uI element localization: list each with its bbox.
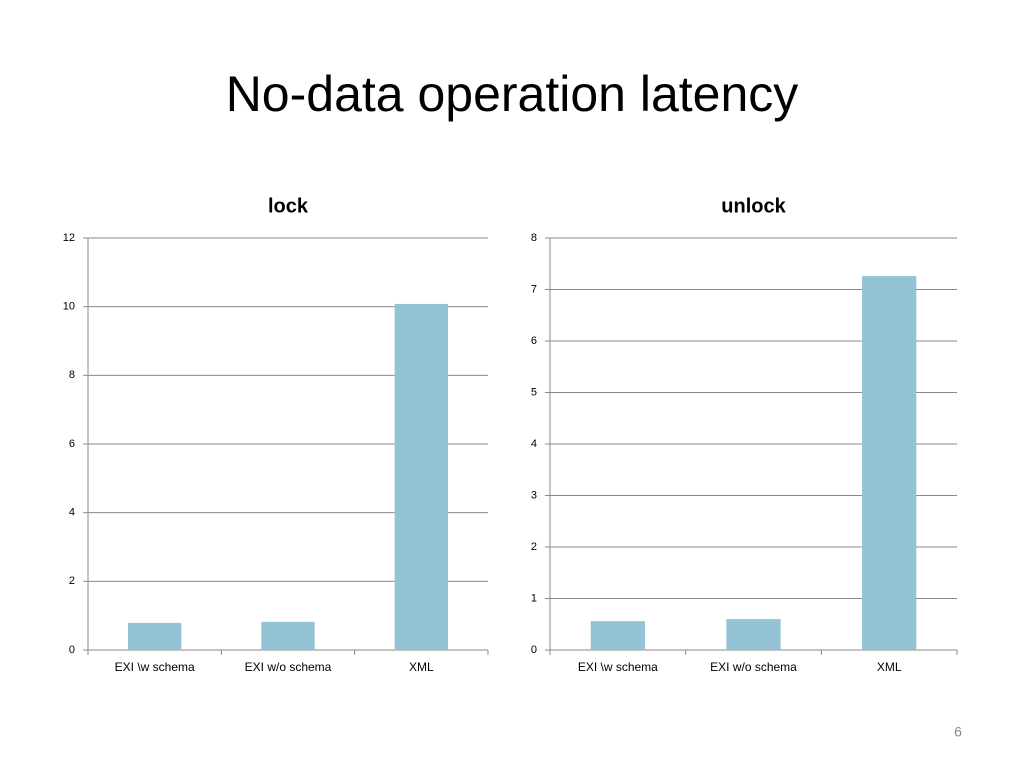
y-tick-label: 8 <box>531 232 537 244</box>
y-tick-label: 6 <box>69 438 75 450</box>
y-tick-label: 4 <box>531 438 537 450</box>
y-tick-label: 3 <box>531 489 537 501</box>
page-number: 6 <box>954 724 962 740</box>
x-tick-label: EXI \w schema <box>578 660 658 674</box>
bar <box>590 621 645 650</box>
slide-title: No-data operation latency <box>226 66 799 122</box>
chart-title: lock <box>268 195 309 217</box>
x-tick-label: EXI w/o schema <box>245 660 332 674</box>
x-tick-label: EXI w/o schema <box>710 660 797 674</box>
bar <box>726 619 781 650</box>
y-tick-label: 4 <box>69 507 75 519</box>
x-tick-label: EXI \w schema <box>115 660 195 674</box>
y-tick-label: 1 <box>531 592 537 604</box>
x-tick-label: XML <box>409 660 434 674</box>
chart-title: unlock <box>721 195 786 217</box>
bar <box>261 621 315 650</box>
y-tick-label: 6 <box>531 335 537 347</box>
y-tick-label: 2 <box>69 575 75 587</box>
y-tick-label: 8 <box>69 369 75 381</box>
x-tick-label: XML <box>877 660 902 674</box>
bar <box>862 276 917 650</box>
y-tick-label: 0 <box>69 644 75 656</box>
y-tick-label: 7 <box>531 283 537 295</box>
y-tick-label: 10 <box>63 301 75 313</box>
y-tick-label: 2 <box>531 541 537 553</box>
y-tick-label: 0 <box>531 644 537 656</box>
y-tick-label: 5 <box>531 386 537 398</box>
y-tick-label: 12 <box>63 232 75 244</box>
bar <box>128 622 182 650</box>
bar <box>394 303 448 650</box>
